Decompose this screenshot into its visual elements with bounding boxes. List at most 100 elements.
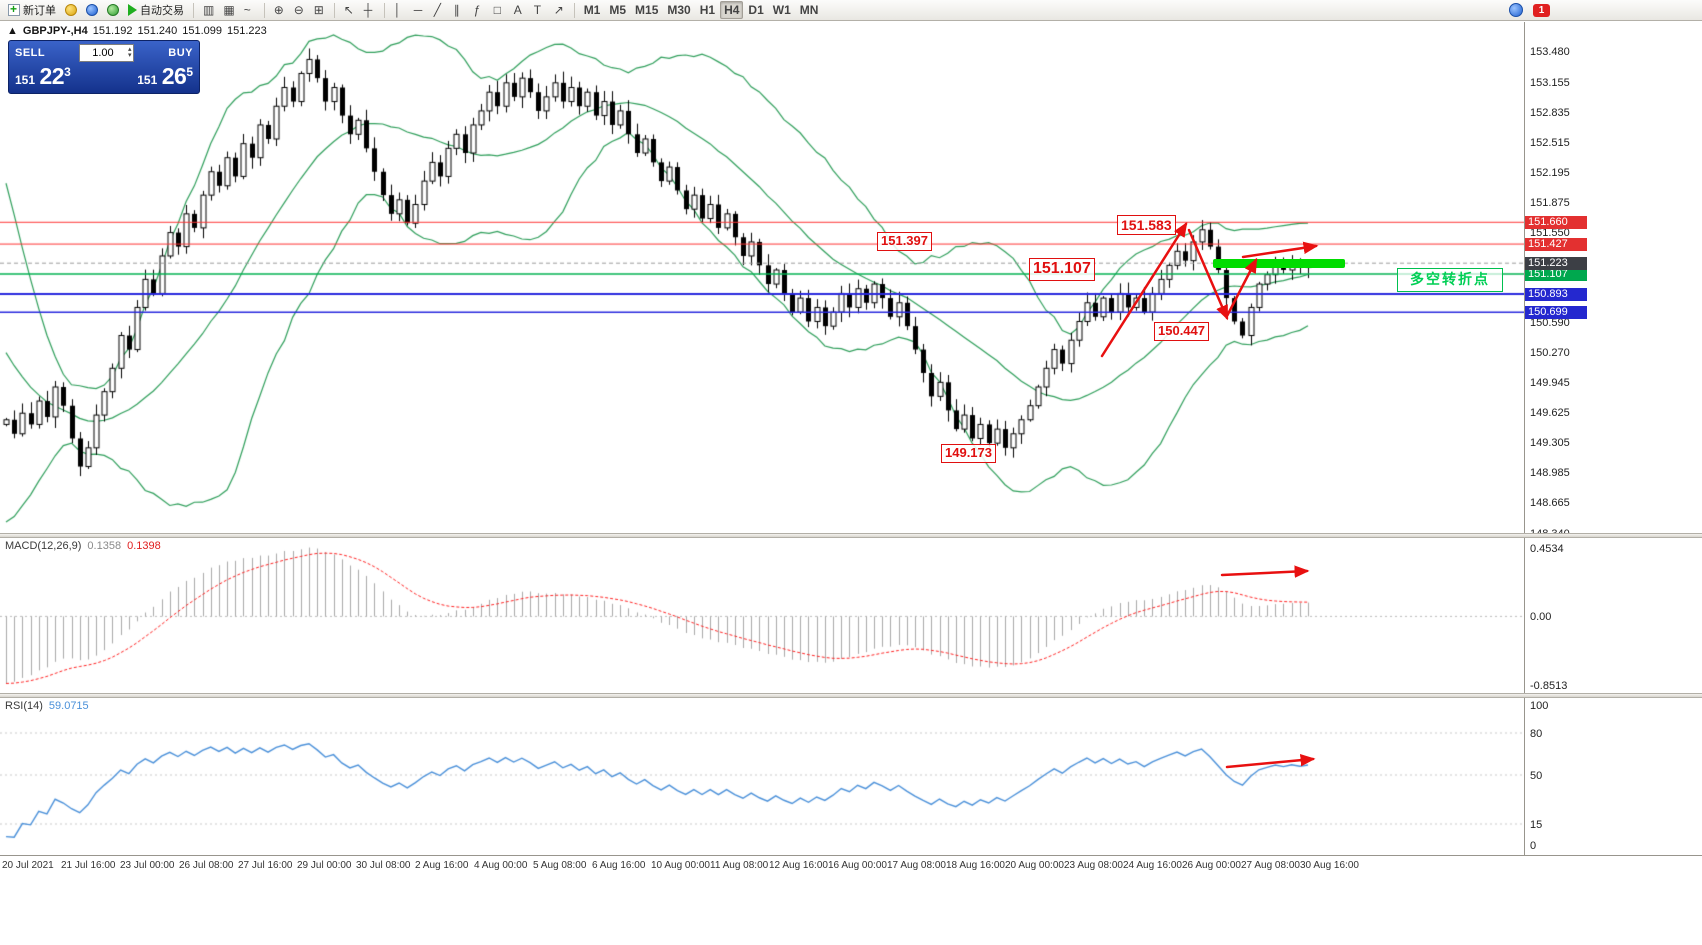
notification-badge[interactable]: 1: [1533, 3, 1550, 17]
timeframe-m15-button[interactable]: M15: [631, 1, 662, 19]
line-chart-button[interactable]: ~: [240, 1, 259, 19]
zoom-in-button[interactable]: ⊕: [270, 1, 289, 19]
timeframe-h4-label: H4: [724, 3, 740, 17]
macd-header: MACD(12,26,9) 0.1358 0.1398: [5, 540, 167, 552]
timeframe-m1-button[interactable]: M1: [580, 1, 605, 19]
candlestick-chart-icon: ▦: [223, 3, 235, 17]
macd-label: MACD(12,26,9): [5, 540, 82, 552]
volume-up-button[interactable]: ▴: [127, 45, 132, 53]
level-price-badge: 150.699: [1525, 305, 1587, 319]
help-button[interactable]: [103, 1, 123, 19]
crosshair-button[interactable]: ┼: [360, 1, 379, 19]
panel-separator-rsi[interactable]: [0, 693, 1702, 698]
timeframe-h4-button[interactable]: H4: [720, 1, 744, 19]
search-icon[interactable]: [1509, 3, 1523, 17]
community-button[interactable]: [82, 1, 102, 19]
zoom-out-button[interactable]: ⊖: [290, 1, 309, 19]
time-tick: 11 Aug 08:00: [710, 860, 769, 871]
text-button[interactable]: A: [510, 1, 529, 19]
deposit-button[interactable]: [61, 1, 81, 19]
tick-direction-icon: ▲: [7, 25, 18, 37]
shapes-button[interactable]: □: [490, 1, 509, 19]
sell-price-base: 151: [15, 73, 36, 87]
autotrading-button[interactable]: 自动交易: [124, 1, 188, 19]
timeframe-mn-button[interactable]: MN: [796, 1, 823, 19]
price-tick: 149.945: [1530, 377, 1570, 390]
volume-input[interactable]: [79, 45, 126, 60]
new-order-button[interactable]: 新订单: [4, 1, 60, 19]
time-axis[interactable]: 20 Jul 2021 21 Jul 16:00 23 Jul 00:00 26 Ju…: [0, 855, 1702, 877]
buy-button[interactable]: 151 265: [137, 63, 193, 90]
macd-canvas[interactable]: [0, 538, 1524, 693]
label-button[interactable]: T: [530, 1, 549, 19]
price-axis[interactable]: 153.480 153.155 152.835 152.515 152.195 151.8…: [1524, 22, 1702, 876]
rsi-canvas[interactable]: [0, 698, 1524, 855]
sell-label[interactable]: SELL: [15, 46, 46, 59]
support-highlight-bar[interactable]: [1213, 259, 1345, 268]
price-annotation-tag[interactable]: 151.583: [1117, 215, 1176, 236]
zoom-out-icon: ⊖: [293, 3, 304, 17]
cursor-button[interactable]: ↖: [340, 1, 359, 19]
main-chart-canvas[interactable]: [0, 22, 1524, 533]
time-tick: 18 Aug 16:00: [946, 860, 1005, 871]
toolbar-separator: [193, 2, 194, 18]
horizontal-line-button[interactable]: ─: [410, 1, 429, 19]
annotation-note[interactable]: 多空转折点: [1397, 268, 1503, 292]
time-tick: 26 Aug 00:00: [1182, 860, 1241, 871]
main-toolbar: 新订单 自动交易 ▥ ▦ ~ ⊕ ⊖ ⊞ ↖ ┼ │ ─ ╱ ∥ ƒ □ AT ↗ M1 M5 M15 M30 H1 H4 D1…: [0, 0, 1702, 21]
sell-price-frac: 3: [64, 65, 71, 79]
trendline-button[interactable]: ╱: [430, 1, 449, 19]
channel-button[interactable]: ∥: [450, 1, 469, 19]
channel-icon: ∥: [453, 3, 460, 17]
rsi-label: RSI(14): [5, 700, 43, 712]
price-annotation-tag[interactable]: 149.173: [941, 444, 996, 463]
volume-down-button[interactable]: ▾: [127, 51, 132, 59]
rsi-axis-tick: 100: [1530, 700, 1549, 712]
timeframe-d1-button[interactable]: D1: [744, 1, 767, 19]
horizontal-line-icon: ─: [413, 3, 423, 17]
tile-windows-button[interactable]: ⊞: [310, 1, 329, 19]
panel-separator-macd[interactable]: [0, 533, 1702, 538]
sell-button[interactable]: 151 223: [15, 63, 71, 90]
timeframe-m1-label: M1: [583, 3, 601, 17]
price-annotation-tag[interactable]: 151.107: [1029, 258, 1095, 281]
vertical-line-button[interactable]: │: [390, 1, 409, 19]
coin-icon: [65, 4, 77, 16]
time-tick: 27 Jul 16:00: [238, 860, 293, 871]
rsi-header: RSI(14) 59.0715: [5, 700, 95, 712]
bar-chart-button[interactable]: ▥: [199, 1, 218, 19]
current-price-badge: 151.223: [1525, 256, 1587, 270]
timeframe-h1-button[interactable]: H1: [696, 1, 719, 19]
arrows-button[interactable]: ↗: [550, 1, 569, 19]
time-tick: 10 Aug 00:00: [651, 860, 710, 871]
price-tick: 148.665: [1530, 497, 1570, 510]
price-annotation-tag[interactable]: 150.447: [1154, 322, 1209, 341]
tile-windows-icon: ⊞: [313, 3, 324, 17]
candlestick-chart-button[interactable]: ▦: [219, 1, 238, 19]
time-tick: 26 Jul 08:00: [179, 860, 234, 871]
price-tick: 148.985: [1530, 467, 1570, 480]
price-tick: 152.835: [1530, 106, 1570, 119]
toolbar-buttons: 新订单 自动交易 ▥ ▦ ~ ⊕ ⊖ ⊞ ↖ ┼ │ ─ ╱ ∥ ƒ □ AT ↗ M1 M5 M15 M30 H1 H4 D1…: [4, 1, 822, 19]
chart-header: ▲ GBPJPY-,H4 151.192 151.240 151.099 151.223: [7, 25, 272, 37]
toolbar-separator: [333, 2, 335, 18]
timeframe-m5-button[interactable]: M5: [605, 1, 630, 19]
timeframe-m30-label: M30: [667, 3, 691, 17]
toolbar-separator: [383, 2, 385, 18]
fibonacci-button[interactable]: ƒ: [470, 1, 489, 19]
timeframe-m5-label: M5: [609, 3, 627, 17]
price-tick: 151.550: [1530, 227, 1570, 240]
buy-label[interactable]: BUY: [168, 46, 193, 59]
toolbar-separator: [573, 2, 575, 18]
cursor-icon: ↖: [343, 3, 354, 17]
timeframe-m30-button[interactable]: M30: [663, 1, 694, 19]
price-tick: 149.305: [1530, 437, 1570, 450]
price-annotation-tag[interactable]: 151.397: [877, 232, 932, 251]
buy-price-frac: 5: [186, 65, 193, 79]
price-tick: 149.625: [1530, 407, 1570, 420]
time-tick: 2 Aug 16:00: [415, 860, 469, 871]
time-tick: 21 Jul 16:00: [61, 860, 116, 871]
timeframe-w1-button[interactable]: W1: [769, 1, 795, 19]
symbol-label: GBPJPY-,H4: [22, 25, 88, 37]
